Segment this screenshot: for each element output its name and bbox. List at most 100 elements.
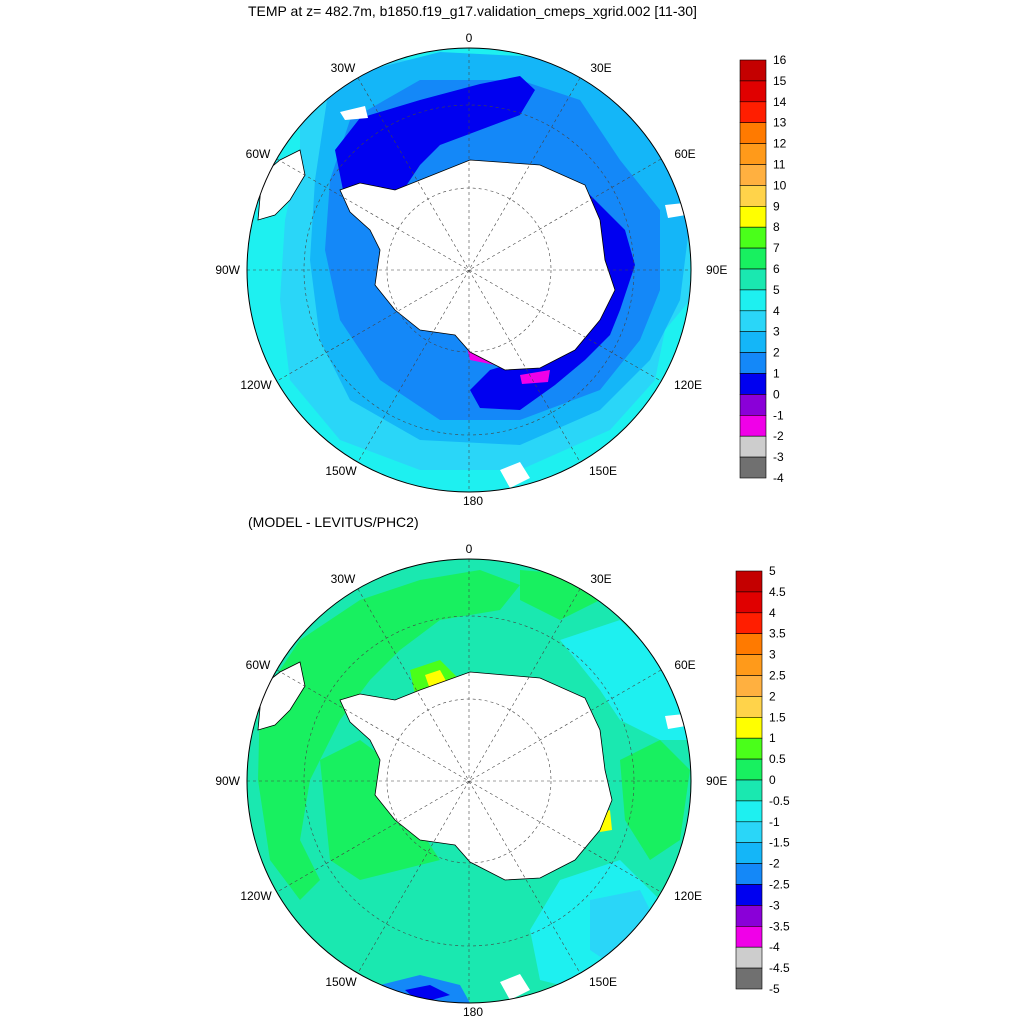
- top-field-1-2-band: [335, 76, 535, 215]
- top-colorbar-label: 8: [773, 220, 780, 234]
- bottom-colorbar-label: 0.5: [769, 752, 786, 766]
- top-lon-label-120w: 120W: [240, 378, 272, 392]
- top-colorbar-label: 3: [773, 325, 780, 339]
- top-colorbar-swatch: [739, 456, 767, 479]
- top-field-minus1-0-patch-3: [520, 370, 550, 384]
- bottom-colorbar-label: -1: [769, 815, 780, 829]
- top-colorbar-label: 6: [773, 262, 780, 276]
- bottom-colorbar-swatch: [735, 654, 763, 676]
- bottom-colorbar-swatch: [735, 758, 763, 781]
- top-polar-map: 0 30E 60E 90E 120E 150E 180 150W 120W 90…: [215, 31, 727, 508]
- top-south-america-land: [257, 149, 306, 221]
- top-colorbar-swatch: [739, 185, 767, 207]
- top-lon-label-180: 180: [463, 494, 483, 508]
- top-colorbar-label: 15: [773, 74, 787, 88]
- bottom-colorbar-label: 3: [769, 648, 776, 662]
- top-colorbar-swatch: [739, 101, 767, 124]
- bottom-colorbar-swatch: [735, 675, 763, 697]
- top-colorbar-swatch: [739, 310, 767, 332]
- bottom-colorbar-label: -3: [769, 898, 780, 912]
- top-colorbar-label: 2: [773, 346, 780, 360]
- bottom-south-africa-land: [665, 714, 686, 729]
- bottom-colorbar-label: -0.5: [769, 794, 790, 808]
- bottom-colorbar-swatch: [735, 800, 763, 823]
- top-new-zealand-land: [500, 462, 530, 488]
- top-colorbar-swatch: [739, 373, 767, 395]
- bottom-field-negative-patch-3: [590, 890, 660, 970]
- bottom-lon-label-150e: 150E: [589, 975, 617, 989]
- bottom-field-negative-patch-1: [560, 620, 690, 740]
- bottom-colorbar-label: -5: [769, 982, 780, 996]
- top-colorbar-swatch: [739, 164, 767, 186]
- bottom-colorbar-swatch: [735, 884, 763, 906]
- bottom-lon-label-180: 180: [463, 1005, 483, 1019]
- bottom-antarctica-land: [339, 671, 613, 881]
- top-south-africa-land: [665, 203, 686, 218]
- top-island-south-georgia: [340, 106, 368, 120]
- top-colorbar-swatch: [739, 394, 767, 416]
- bottom-colorbar-label: 5: [769, 564, 776, 578]
- bottom-south-america-land: [257, 661, 306, 731]
- top-colorbar-swatch: [739, 206, 767, 228]
- top-colorbar-swatch: [739, 80, 767, 103]
- bottom-colorbar-label: -4.5: [769, 961, 790, 975]
- top-colorbar-swatch: [739, 226, 767, 249]
- bottom-colorbar-swatch: [735, 863, 763, 885]
- top-colorbar-swatch: [739, 414, 767, 437]
- bottom-colorbar-label: -2: [769, 857, 780, 871]
- top-map-border: [246, 47, 692, 493]
- top-colorbar-label: 5: [773, 283, 780, 297]
- bottom-lon-label-0: 0: [466, 542, 473, 556]
- top-lon-label-150w: 150W: [325, 464, 357, 478]
- top-lon-label-30e: 30E: [590, 61, 611, 75]
- bottom-lon-label-120e: 120E: [674, 889, 702, 903]
- bottom-graticule: [247, 559, 691, 1003]
- bottom-lon-label-60e: 60E: [674, 658, 695, 672]
- bottom-lon-label-30w: 30W: [331, 572, 356, 586]
- top-colorbar-label: 14: [773, 95, 787, 109]
- bottom-colorbar-label: 2: [769, 689, 776, 703]
- bottom-colorbar-label: 4.5: [769, 585, 786, 599]
- top-colorbar-label: 16: [773, 53, 787, 67]
- top-colorbar-label: 1: [773, 367, 780, 381]
- top-colorbar-swatch: [739, 122, 767, 144]
- bottom-panel-title: (MODEL - LEVITUS/PHC2): [248, 514, 419, 530]
- bottom-colorbar-swatch: [735, 737, 763, 760]
- top-colorbar-label: -1: [773, 408, 784, 422]
- bottom-colorbar-label: 0: [769, 773, 776, 787]
- top-lon-label-90w: 90W: [215, 263, 240, 277]
- bottom-colorbar-swatch: [735, 612, 763, 634]
- bottom-lon-label-60w: 60W: [246, 658, 271, 672]
- top-lon-label-60e: 60E: [674, 147, 695, 161]
- top-lon-label-0: 0: [466, 31, 473, 45]
- top-panel-title: TEMP at z= 482.7m, b1850.f19_g17.validat…: [248, 3, 697, 19]
- top-colorbar-swatch: [739, 268, 767, 291]
- bottom-colorbar-swatch: [735, 842, 763, 864]
- top-colorbar-label: 13: [773, 116, 787, 130]
- top-colorbar-swatch: [739, 247, 767, 270]
- top-colorbar-label: 12: [773, 137, 787, 151]
- bottom-lon-label-90e: 90E: [706, 774, 727, 788]
- top-colorbar-swatch: [739, 352, 767, 374]
- bottom-colorbar-swatch: [735, 591, 763, 614]
- bottom-lon-label-150w: 150W: [325, 975, 357, 989]
- bottom-colorbar-swatch: [735, 716, 763, 739]
- bottom-colorbar-label: -4: [769, 940, 780, 954]
- bottom-colorbar-label: 1.5: [769, 710, 786, 724]
- top-graticule: [247, 48, 691, 492]
- bottom-colorbar-label: -3.5: [769, 919, 790, 933]
- bottom-polar-map: 0 30E 60E 90E 120E 150E 180 150W 120W 90…: [215, 542, 727, 1019]
- bottom-colorbar-swatch: [735, 779, 763, 802]
- bottom-colorbar-swatch: [735, 967, 763, 990]
- bottom-colorbar-label: 1: [769, 731, 776, 745]
- bottom-lon-label-120w: 120W: [240, 889, 272, 903]
- top-colorbar-swatch: [739, 289, 767, 312]
- bottom-colorbar-swatch: [735, 821, 763, 843]
- top-colorbar-label: 10: [773, 178, 787, 192]
- top-colorbar-swatch: [739, 143, 767, 165]
- bottom-lon-label-90w: 90W: [215, 774, 240, 788]
- bottom-map-border: [246, 558, 692, 1004]
- top-colorbar-label: 7: [773, 241, 780, 255]
